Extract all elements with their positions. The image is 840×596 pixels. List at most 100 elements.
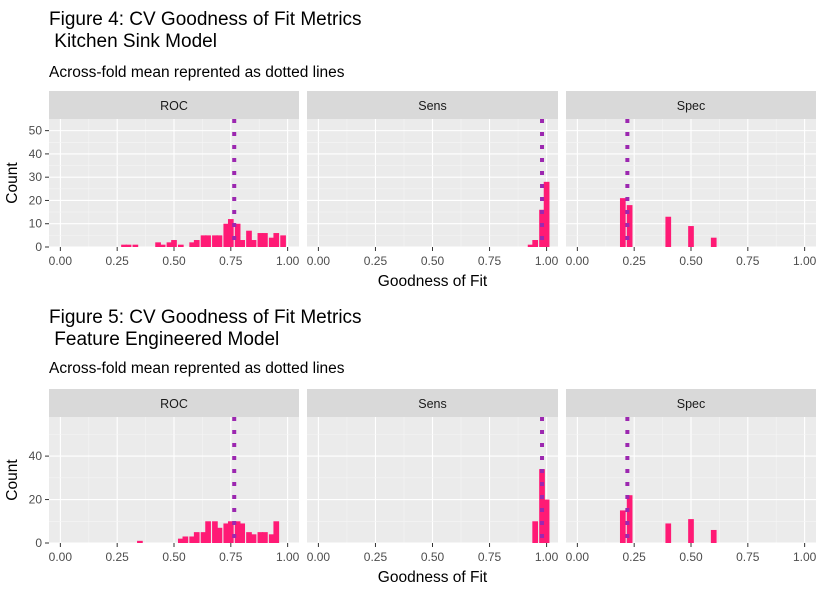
x-tick-label: 0.00 [49,254,73,268]
histogram-bar [137,540,143,543]
figure-4: Figure 4: CV Goodness of Fit Metrics Kit… [0,0,840,296]
chart-title: Figure 5: CV Goodness of Fit Metrics Fea… [49,307,362,350]
x-tick-label: 0.50 [421,254,445,268]
y-tick-label: 50 [29,124,43,138]
histogram-bar [273,521,280,543]
histogram-bar [155,242,161,247]
x-tick-label: 0.25 [364,254,388,268]
facet-label: Sens [418,397,447,411]
facet-label: ROC [160,397,188,411]
histogram-bar [200,532,207,543]
x-tick-label: 0.25 [623,550,647,564]
histogram-bar [665,216,672,247]
x-tick-label: 1.00 [276,550,300,564]
y-tick-label: 20 [29,493,43,507]
x-tick-label: 0.50 [421,550,445,564]
histogram-bar [171,240,177,247]
histogram-bar [250,534,257,543]
x-tick-label: 0.25 [364,550,388,564]
histogram-bar [527,244,534,247]
histogram-bar [223,523,230,543]
histogram-bar [532,240,539,247]
x-tick-label: 0.00 [566,550,590,564]
histogram-bar [257,233,264,247]
histogram-bar [262,532,268,543]
histogram-bar [234,223,241,247]
histogram-bar [189,536,196,543]
facet-strip [566,91,816,119]
y-tick-label: 0 [35,536,42,550]
chart-figure-5: ROC 0.00 0.25 0.50 0.75 1.00 0 20 40 Sens 0.00 0.25… [4,389,817,586]
histogram-bar [543,499,550,543]
x-tick-label: 0.75 [478,550,502,564]
histogram-bar [234,521,241,543]
histogram-bar [268,237,275,247]
x-tick-label: 0.00 [49,550,73,564]
histogram-bar [193,240,200,247]
x-tick-label: 0.50 [679,550,703,564]
x-tick-label: 0.75 [478,254,502,268]
histogram-bar [246,230,252,247]
histogram-bar [159,244,166,247]
y-tick-label: 10 [29,217,43,231]
y-tick-label: 30 [29,170,43,184]
chart-subtitle: Across-fold mean reprented as dotted lin… [49,360,345,377]
x-tick-label: 0.25 [106,550,130,564]
y-axis-title: Count [4,459,21,501]
histogram-bar [216,235,223,247]
x-tick-label: 0.50 [679,254,703,268]
facet-label: Spec [677,99,706,113]
histogram-bar [166,242,173,247]
x-tick-label: 1.00 [793,254,817,268]
histogram-bar [539,209,545,247]
facet-label: Spec [677,397,706,411]
histogram-bar [280,235,286,247]
x-tick-label: 0.25 [106,254,130,268]
histogram-bar [626,205,633,247]
x-tick-label: 0.00 [307,254,331,268]
x-tick-label: 0.25 [623,254,647,268]
histogram-bar [273,233,280,247]
histogram-bar [532,521,539,543]
histogram-bar [710,529,717,543]
histogram-bar [626,495,633,543]
histogram-bar [665,523,672,543]
histogram-bar [223,223,230,247]
histogram-bar [227,219,234,247]
x-tick-label: 0.75 [736,550,760,564]
histogram-bar [189,242,196,247]
histogram-bar [688,519,694,543]
histogram-bar [539,469,545,543]
x-tick-label: 0.00 [307,550,331,564]
histogram-bar [619,510,626,543]
y-tick-label: 0 [35,240,42,254]
y-axis-title: Count [4,162,21,204]
y-tick-label: 40 [29,147,43,161]
histogram-bar [132,244,139,247]
chart-subtitle: Across-fold mean reprented as dotted lin… [49,64,345,81]
histogram-bar [262,233,268,247]
histogram-bar [688,226,694,247]
x-tick-label: 0.50 [162,550,186,564]
x-axis-title: Goodness of Fit [378,569,488,586]
histogram-bar [193,532,200,543]
histogram-bar [216,527,223,543]
x-tick-label: 0.50 [162,254,186,268]
y-tick-label: 20 [29,193,43,207]
histogram-bar [205,235,211,247]
histogram-bar [227,521,234,543]
histogram-bar [239,240,246,247]
histogram-bar [246,532,252,543]
x-tick-label: 1.00 [535,550,559,564]
histogram-bar [212,235,218,247]
histogram-bar [121,244,127,247]
x-tick-label: 0.75 [219,550,243,564]
histogram-bar [239,523,246,543]
x-tick-label: 0.00 [566,254,590,268]
facet-label: Sens [418,99,447,113]
chart-figure-4: ROC 0.00 0.25 0.50 0.75 1.00 0 10 20 30 40 50 Sens 0.… [4,91,817,290]
histogram-bar [212,521,218,543]
y-tick-label: 40 [29,449,43,463]
x-tick-label: 1.00 [535,254,559,268]
facet-label: ROC [160,99,188,113]
